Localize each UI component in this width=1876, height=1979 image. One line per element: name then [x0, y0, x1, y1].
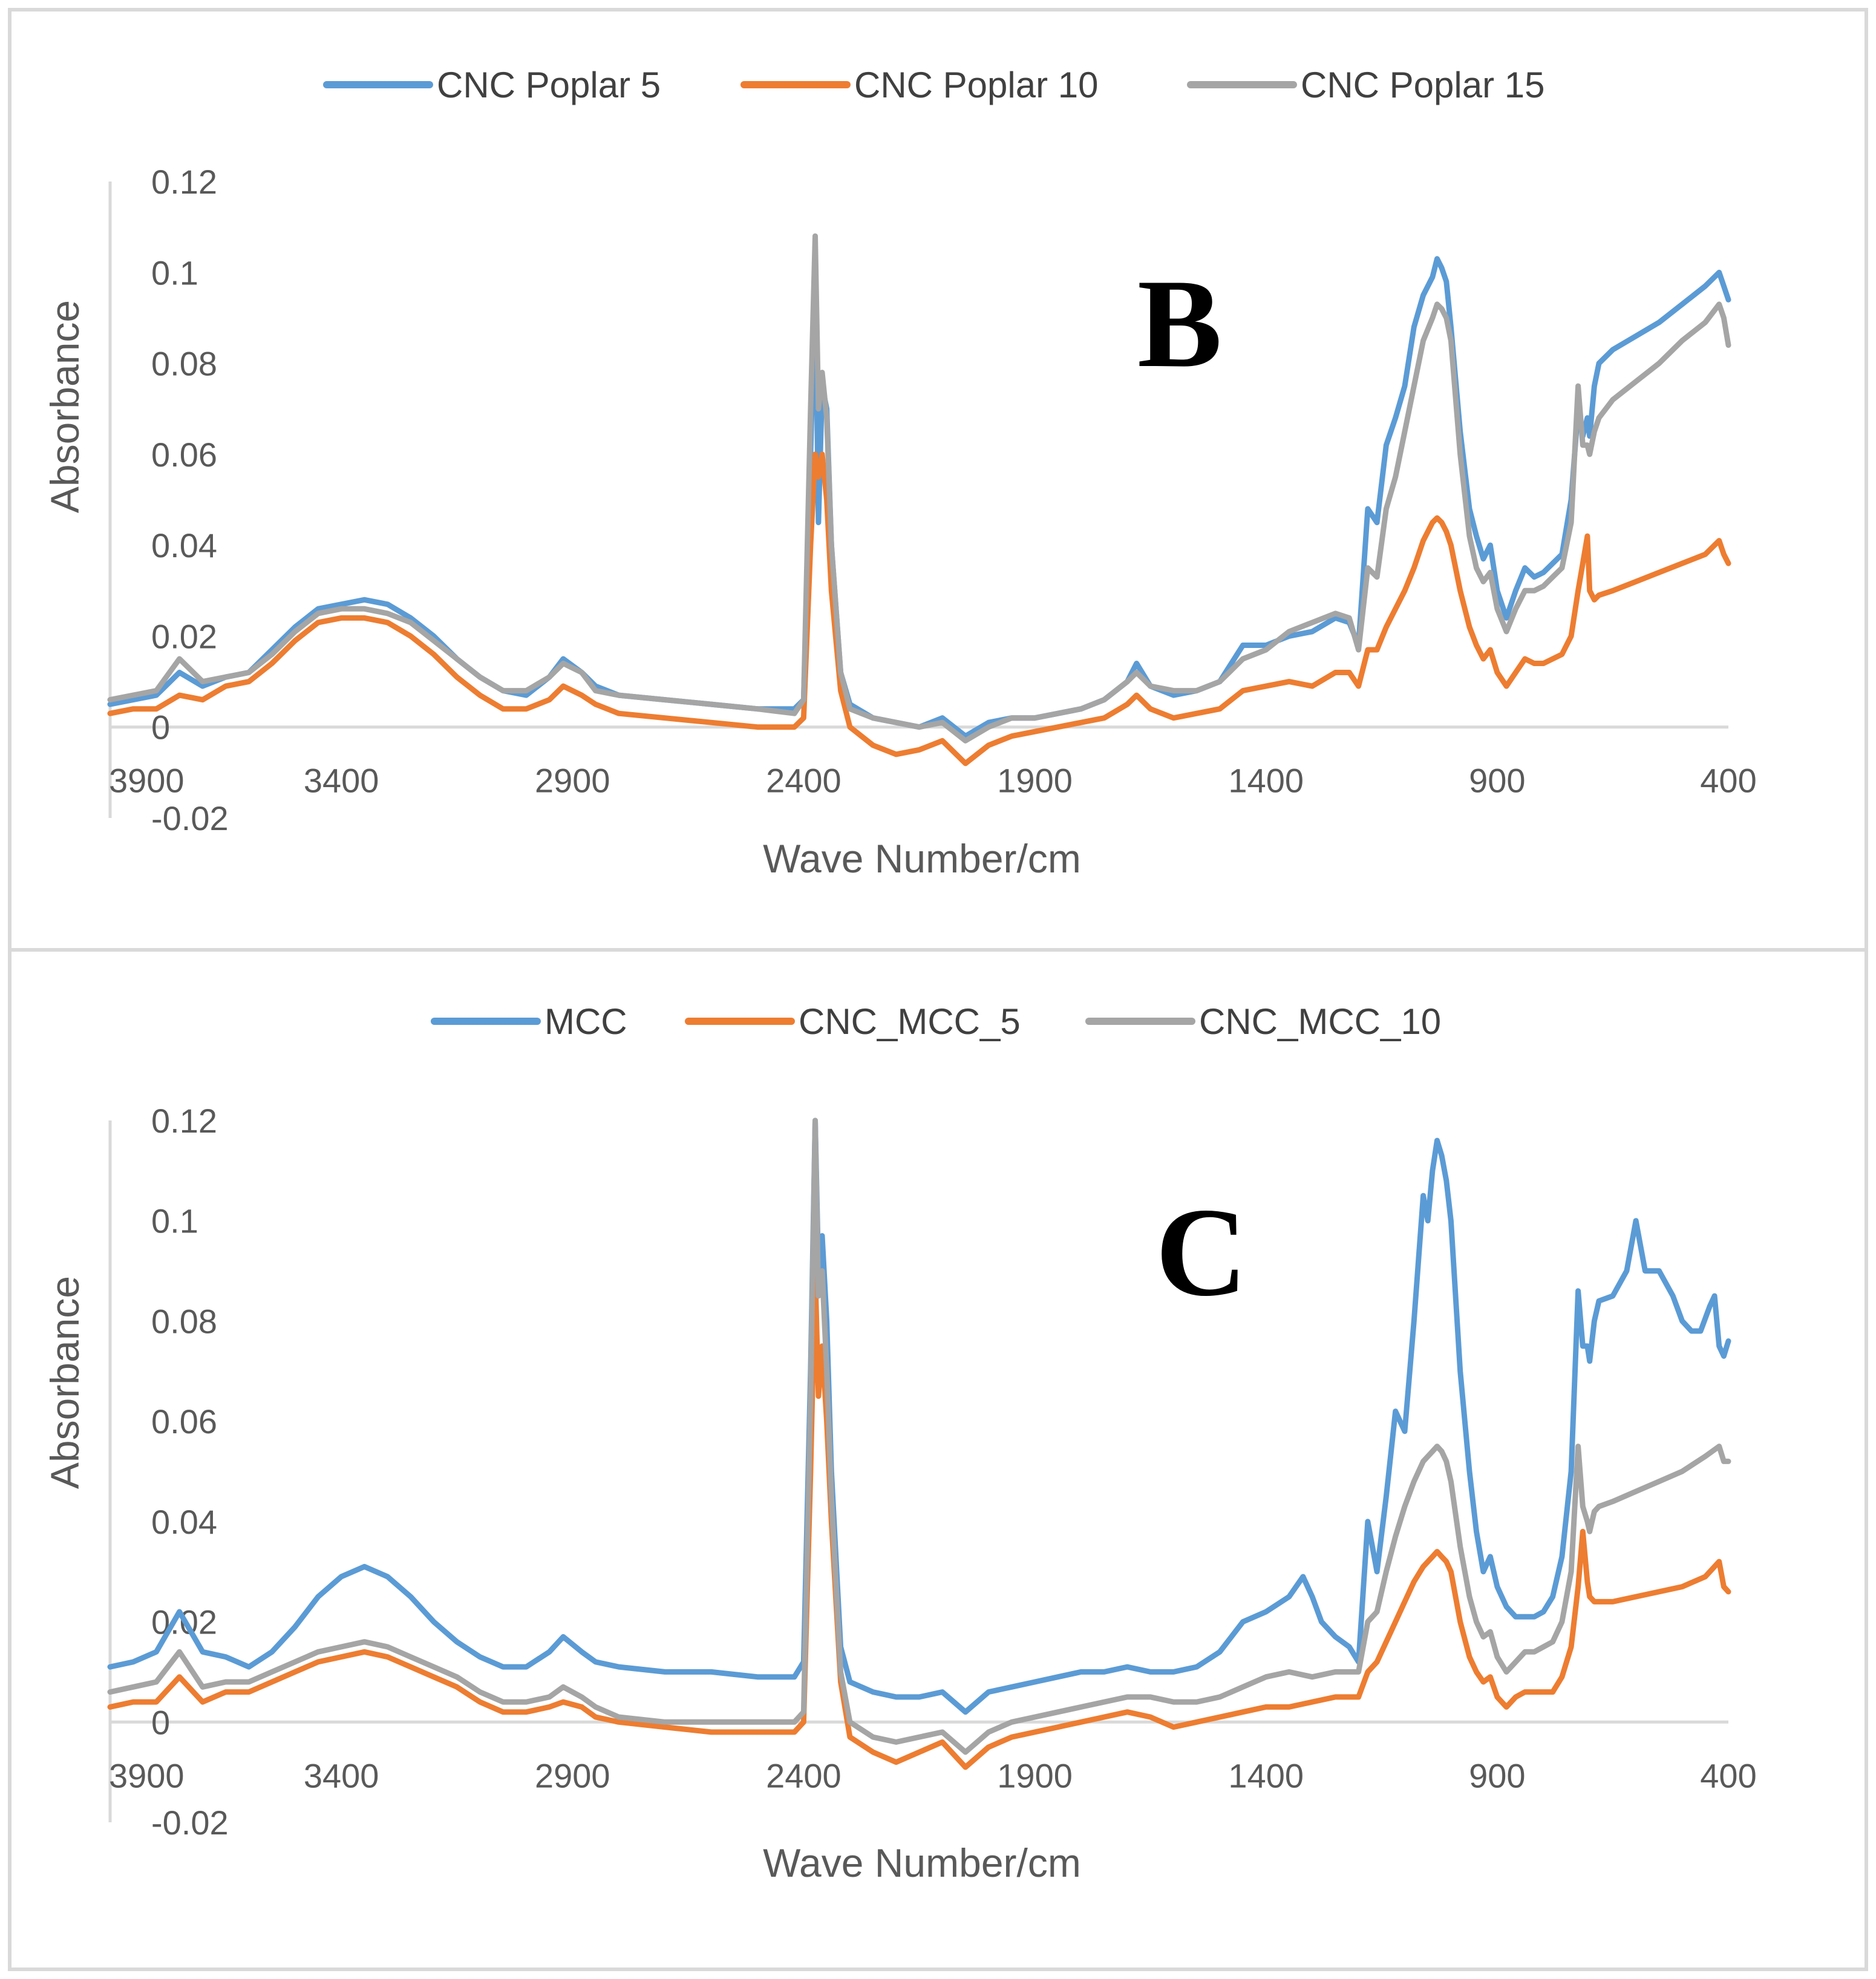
panel-c-x-tick-label: 1900 [997, 1756, 1073, 1794]
panel-b-series-cnc-poplar-15 [107, 233, 1731, 744]
legend-label-cnc-mcc-5: CNC_MCC_5 [799, 1001, 1021, 1042]
panel-c-y-tick-label: 0 [151, 1703, 170, 1741]
panel-b-x-tick-label: 3400 [304, 762, 379, 800]
panel-c-x-tick-label: 900 [1469, 1756, 1525, 1794]
legend-item-cnc-poplar-15: CNC Poplar 15 [1187, 65, 1545, 105]
panel-b-x-tick-label: 3900 [109, 762, 185, 800]
panel-b: CNC Poplar 5 CNC Poplar 10 CNC Poplar 15… [8, 8, 1868, 952]
panel-c-x-tick-label: 2400 [766, 1756, 842, 1794]
legend-label-cnc-mcc-10: CNC_MCC_10 [1199, 1001, 1441, 1042]
panel-b-series-cnc-poplar-10 [107, 451, 1731, 767]
panel-c-x-tick-label: 3900 [109, 1756, 185, 1794]
panel-b-x-tick-label: 1400 [1228, 762, 1304, 800]
legend-item-cnc-poplar-5: CNC Poplar 5 [323, 65, 661, 105]
panel-c-frame [8, 948, 1868, 1971]
panel-c-x-tick-label: 400 [1700, 1756, 1756, 1794]
panel-c-y-tick-label: 0.12 [151, 1102, 217, 1140]
legend-item-cnc-mcc-5: CNC_MCC_5 [685, 1001, 1021, 1042]
legend-label-cnc-poplar-15: CNC Poplar 15 [1301, 65, 1545, 105]
panel-c-letter: C [1155, 1182, 1247, 1323]
panel-c-series-cnc-mcc-10 [107, 1117, 1731, 1755]
panel-c-y-tick-label: 0.04 [151, 1503, 217, 1541]
panel-b-y-tick-label: 0.06 [151, 436, 217, 474]
panel-b-x-tick-label: 2400 [766, 762, 842, 800]
panel-c-x-tick-label: 1400 [1228, 1756, 1304, 1794]
legend-label-cnc-poplar-10: CNC Poplar 10 [854, 65, 1099, 105]
panel-c-series-mcc [107, 1117, 1731, 1715]
legend-item-cnc-mcc-10: CNC_MCC_10 [1085, 1001, 1441, 1042]
panel-b-x-tick-label: 1900 [997, 762, 1073, 800]
panel-b-x-tick-label: 400 [1700, 762, 1756, 800]
panel-b-x-axis-title: Wave Number/cm [763, 836, 1081, 881]
panel-c-y-tick-label: -0.02 [151, 1804, 229, 1842]
panel-b-y-tick-label: 0.02 [151, 617, 217, 655]
panel-b-letter: B [1137, 254, 1222, 394]
panel-b-y-tick-label: 0.04 [151, 526, 217, 564]
panel-b-x-tick-label: 900 [1469, 762, 1525, 800]
panel-c: MCC CNC_MCC_5 CNC_MCC_10 C Wave Number/c… [8, 948, 1868, 1971]
panel-c-y-axis-title: Absorbance [42, 1276, 87, 1489]
panel-b-y-tick-label: 0.1 [151, 254, 198, 292]
panel-b-y-tick-label: 0 [151, 708, 170, 747]
legend-item-cnc-poplar-10: CNC Poplar 10 [740, 65, 1099, 105]
panel-c-x-tick-label: 2900 [535, 1756, 610, 1794]
panel-b-y-tick-label: -0.02 [151, 799, 229, 837]
panel-c-y-tick-label: 0.1 [151, 1202, 198, 1240]
panel-b-y-tick-label: 0.12 [151, 163, 217, 201]
panel-c-legend: MCC CNC_MCC_5 CNC_MCC_10 [431, 1001, 1441, 1042]
panel-c-x-tick-label: 3400 [304, 1756, 379, 1794]
panel-c-y-tick-label: 0.06 [151, 1402, 217, 1441]
legend-label-cnc-poplar-5: CNC Poplar 5 [437, 65, 661, 105]
legend-label-mcc: MCC [544, 1001, 627, 1042]
panel-c-series-cnc-mcc-5 [107, 1268, 1731, 1770]
panel-b-legend: CNC Poplar 5 CNC Poplar 10 CNC Poplar 15 [323, 65, 1545, 105]
panel-b-y-axis-title: Absorbance [42, 300, 87, 513]
panel-b-x-tick-label: 2900 [535, 762, 610, 800]
panel-c-x-axis-title: Wave Number/cm [763, 1840, 1081, 1885]
legend-item-mcc: MCC [431, 1001, 627, 1042]
panel-b-y-tick-label: 0.08 [151, 345, 217, 383]
panel-c-y-tick-label: 0.08 [151, 1302, 217, 1340]
